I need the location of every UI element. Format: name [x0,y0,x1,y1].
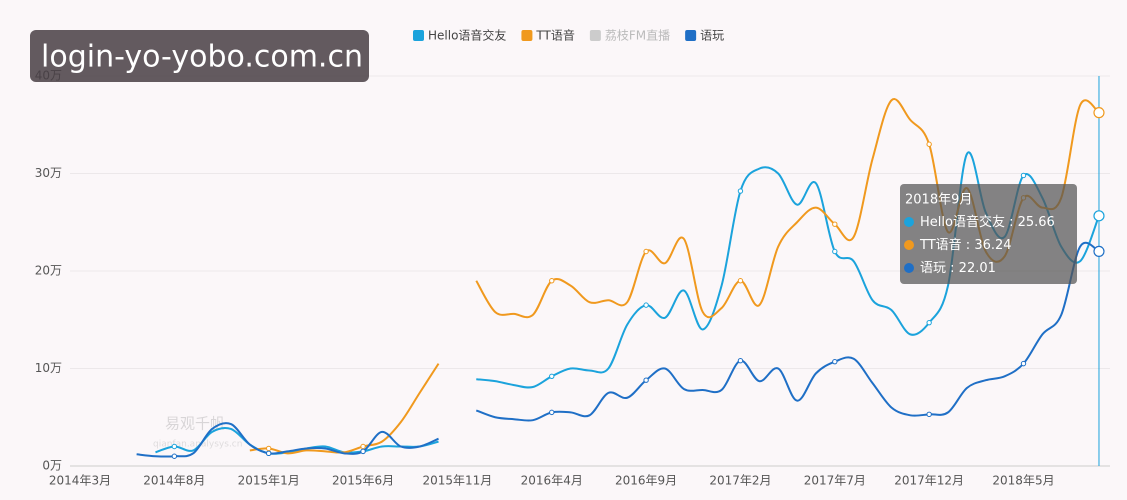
point-marker [643,248,649,255]
watermark-box [30,30,369,82]
x-tick-label: 2016年9月 [615,474,677,488]
point-marker [360,448,366,455]
point-marker [171,453,178,459]
point-marker [171,443,178,450]
tooltip-value: 25.66 [1018,215,1055,230]
tooltip-box [900,184,1077,284]
point-marker [737,188,744,194]
tooltip-sep: : [946,261,959,276]
tooltip-sep: : [1005,215,1018,230]
point-marker [266,450,272,457]
tooltip-dot [904,240,914,250]
tooltip-sep: : [962,238,975,253]
logo-url: qianfan.analysys.cn [153,440,242,450]
point-marker [737,358,744,364]
legend-swatch [521,30,533,41]
point-marker [737,278,744,284]
logo-text: 易观千帆 [165,415,225,433]
point-marker [926,411,932,418]
y-tick-label: 0万 [42,459,62,473]
point-marker [360,443,366,450]
legend-swatch [413,30,424,41]
tooltip: 2018年9月 Hello语音交友 : 25.66 TT语音 : 36.24 语玩 :… [900,184,1077,284]
x-tick-label: 2015年1月 [238,474,300,488]
legend-swatch [589,30,601,41]
x-tick-label: 2014年3月 [49,474,111,488]
point-marker [926,319,932,326]
point-marker [549,278,555,284]
x-tick-label: 2018年5月 [992,474,1054,488]
x-tick-label: 2016年4月 [521,474,583,488]
series-line [136,241,1100,458]
legend-label[interactable]: 语玩 [700,29,724,43]
x-tick-label: 2017年12月 [894,474,964,488]
tooltip-item: TT语音 : 36.24 [919,237,1012,253]
x-tick-label: 2015年11月 [422,474,492,488]
legend-label[interactable]: TT语音 [535,28,574,43]
point-marker [1093,245,1105,258]
y-tick-label: 30万 [35,166,62,180]
point-marker [832,358,838,365]
y-tick-label: 20万 [35,264,62,278]
point-marker [549,373,555,379]
point-marker [832,221,838,227]
point-marker [643,302,649,308]
point-marker [643,377,649,383]
x-tick-label: 2014年8月 [143,474,205,488]
x-tick-label: 2015年6月 [332,474,394,488]
watermark-text: login-yo-yobo.com.cn [41,40,363,75]
point-marker [832,248,838,255]
tooltip-dot [904,217,914,227]
tooltip-item: Hello语音交友 : 25.66 [920,214,1055,230]
point-marker [1020,360,1027,367]
y-tick-label: 10万 [35,361,62,375]
point-marker [266,445,272,452]
tooltip-dot [904,263,914,273]
x-tick-label: 2017年7月 [804,474,866,488]
tooltip-value: 22.01 [959,261,996,276]
legend-label[interactable]: 荔枝FM直播 [605,28,670,43]
tooltip-name: 语玩 [920,261,946,276]
tooltip-title: 2018年9月 [905,193,972,208]
tooltip-value: 36.24 [974,238,1011,253]
tooltip-name: Hello语音交友 [920,214,1005,230]
tooltip-name: TT语音 [919,237,962,253]
point-marker [549,409,555,416]
point-marker [926,141,932,147]
point-marker [1093,107,1105,119]
legend-swatch [685,30,697,41]
point-marker [1093,210,1105,222]
tooltip-item: 语玩 : 22.01 [920,261,996,276]
legend-label[interactable]: Hello语音交友 [428,28,506,43]
point-marker [1020,172,1027,179]
logo-watermark: 易观千帆 qianfan.analysys.cn [153,415,242,450]
x-tick-label: 2017年2月 [709,474,771,488]
